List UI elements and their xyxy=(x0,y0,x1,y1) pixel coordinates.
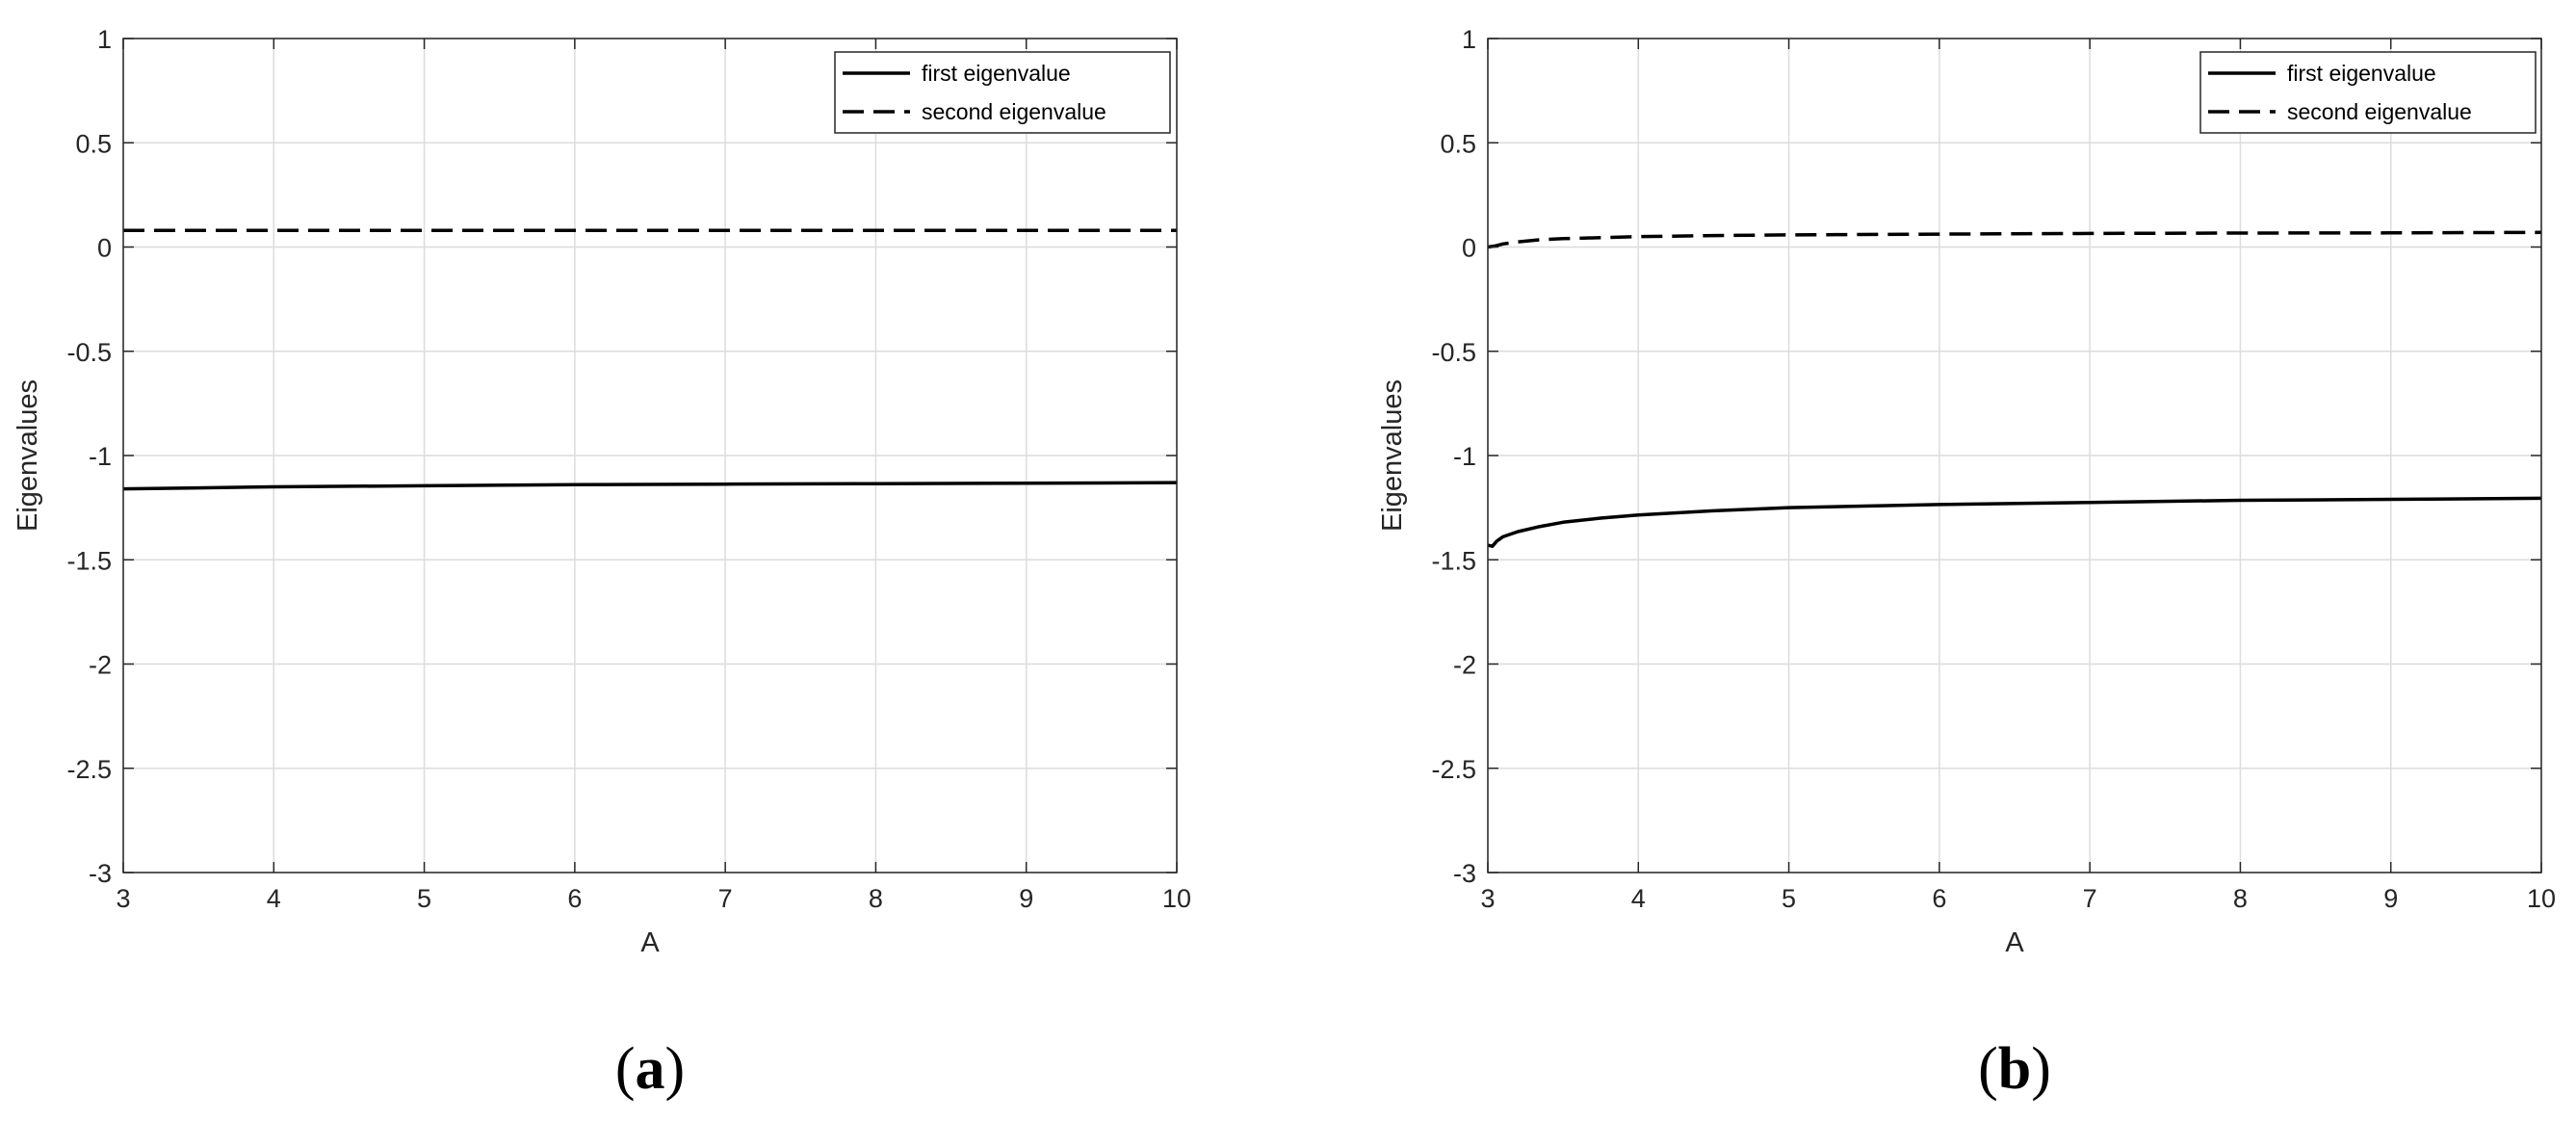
x-tick-label: 3 xyxy=(116,884,130,913)
y-tick-label: 1 xyxy=(97,25,112,54)
legend: first eigenvalue second eigenvalue xyxy=(834,51,1171,134)
y-tick-label: -1 xyxy=(1453,442,1476,471)
y-tick-label: -2 xyxy=(89,651,112,680)
legend-entry-label: first eigenvalue xyxy=(922,61,1071,86)
legend-box xyxy=(2199,51,2537,134)
x-tick-label: 9 xyxy=(2383,884,2398,913)
y-tick-label: 0 xyxy=(1462,234,1476,263)
x-tick-label: 7 xyxy=(2083,884,2097,913)
x-axis-label: A xyxy=(2005,927,2024,958)
chart-panel-a: 3 4 5 6 7 8 9 10 -3 -2.5 -2 -1.5 -1 -0.5 0 0.5 1 A Eigen… xyxy=(13,25,1191,1102)
x-tick-label: 4 xyxy=(1631,884,1646,913)
tick-labels: 3 4 5 6 7 8 9 10 -3 -2.5 -2 -1.5 -1 -0.5 0 0.5 1 xyxy=(1431,25,2556,913)
y-tick-label: -2.5 xyxy=(1431,755,1476,784)
x-tick-label: 6 xyxy=(567,884,582,913)
y-tick-label: 0.5 xyxy=(75,129,112,158)
y-tick-label: -0.5 xyxy=(1431,338,1476,367)
x-tick-label: 5 xyxy=(417,884,431,913)
panel-label-letter: a xyxy=(636,1036,665,1102)
chart-panel-b: 3 4 5 6 7 8 9 10 -3 -2.5 -2 -1.5 -1 -0.5 0 0.5 1 A Eigen… xyxy=(1377,25,2556,1102)
y-tick-label: -1.5 xyxy=(66,546,112,575)
x-tick-label: 8 xyxy=(2233,884,2248,913)
legend-entry-label: first eigenvalue xyxy=(2287,61,2436,86)
y-tick-label: -3 xyxy=(1453,859,1476,888)
x-tick-label: 10 xyxy=(2527,884,2556,913)
series-layer xyxy=(1487,230,2542,548)
series-layer xyxy=(122,228,1178,491)
grid xyxy=(1487,38,2542,873)
tick-marks xyxy=(122,38,1178,873)
y-tick-label: -2.5 xyxy=(66,755,112,784)
y-axis-label: Eigenvalues xyxy=(13,379,43,532)
legend-box xyxy=(834,51,1171,134)
panel-label-b: (b) xyxy=(1978,1036,2051,1102)
grid xyxy=(122,38,1178,873)
x-tick-label: 9 xyxy=(1019,884,1033,913)
first-eigenvalue-line xyxy=(122,481,1178,491)
x-tick-label: 8 xyxy=(869,884,883,913)
y-tick-label: -1.5 xyxy=(1431,546,1476,575)
x-tick-label: 3 xyxy=(1480,884,1495,913)
tick-labels: 3 4 5 6 7 8 9 10 -3 -2.5 -2 -1.5 -1 -0.5 0 0.5 1 xyxy=(66,25,1191,913)
x-tick-label: 7 xyxy=(718,884,733,913)
first-eigenvalue-line xyxy=(1487,496,2542,548)
y-tick-label: -0.5 xyxy=(66,338,112,367)
tick-marks xyxy=(1487,38,2542,873)
legend-entry-label: second eigenvalue xyxy=(922,99,1106,124)
panel-label-a: (a) xyxy=(615,1036,685,1102)
legend: first eigenvalue second eigenvalue xyxy=(2199,51,2537,134)
second-eigenvalue-line xyxy=(1487,230,2542,249)
y-tick-label: -1 xyxy=(89,442,112,471)
y-tick-label: -3 xyxy=(89,859,112,888)
y-tick-label: -2 xyxy=(1453,651,1476,680)
panel-label-letter: b xyxy=(1998,1036,2031,1102)
legend-entry-label: second eigenvalue xyxy=(2287,99,2472,124)
y-tick-label: 0.5 xyxy=(1440,129,1476,158)
y-tick-label: 1 xyxy=(1462,25,1476,54)
x-tick-label: 6 xyxy=(1932,884,1946,913)
x-tick-label: 5 xyxy=(1782,884,1796,913)
y-tick-label: 0 xyxy=(97,234,112,263)
x-tick-label: 4 xyxy=(267,884,281,913)
x-axis-label: A xyxy=(640,927,660,958)
x-tick-label: 10 xyxy=(1162,884,1191,913)
y-axis-label: Eigenvalues xyxy=(1377,379,1408,532)
